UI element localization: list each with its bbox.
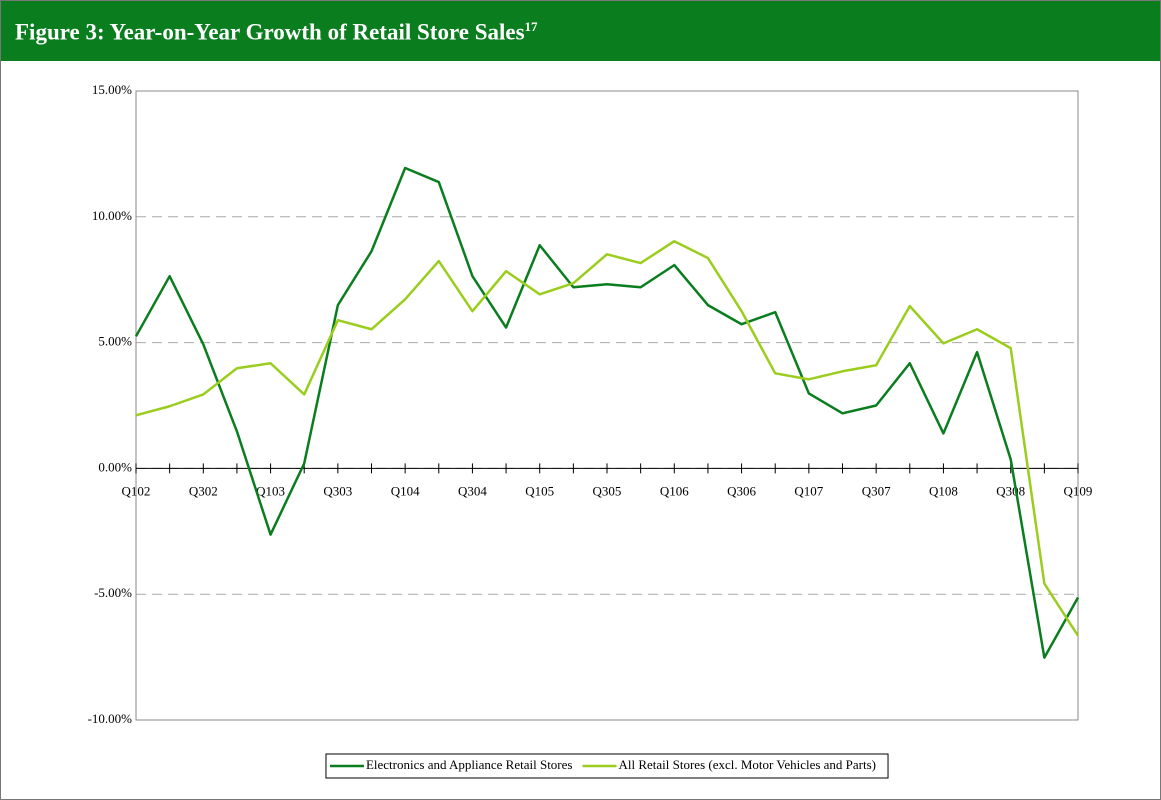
x-tick-label: Q102 (122, 483, 151, 498)
x-tick-label: Q106 (660, 483, 689, 498)
x-tick-label: Q105 (525, 483, 554, 498)
x-tick-label: Q305 (593, 483, 622, 498)
x-tick-label: Q308 (996, 483, 1025, 498)
x-tick-label: Q304 (458, 483, 487, 498)
x-tick-label: Q104 (391, 483, 420, 498)
x-tick-label: Q302 (189, 483, 218, 498)
x-tick-label: Q108 (929, 483, 958, 498)
x-tick-label: Q107 (794, 483, 823, 498)
y-tick-label: 5.00% (98, 334, 132, 349)
title-note: 17 (524, 19, 538, 34)
x-tick-label: Q306 (727, 483, 756, 498)
y-tick-label: 10.00% (92, 208, 132, 223)
x-tick-label: Q303 (323, 483, 352, 498)
y-tick-label: -5.00% (94, 585, 132, 600)
x-tick-label: Q109 (1064, 483, 1093, 498)
y-tick-label: 0.00% (98, 459, 132, 474)
legend: Electronics and Appliance Retail Stores A… (325, 753, 889, 779)
figure-title: Figure 3: Year-on-Year Growth of Retail … (15, 19, 538, 46)
y-tick-label: 15.00% (92, 82, 132, 97)
title-text: Figure 3: Year-on-Year Growth of Retail … (15, 19, 525, 45)
x-tick-label: Q307 (862, 483, 891, 498)
x-tick-label: Q103 (256, 483, 285, 498)
y-tick-label: -10.00% (88, 711, 133, 726)
series-line (134, 166, 1080, 659)
plot-frame (135, 90, 1079, 721)
legend-label: All Retail Stores (excl. Motor Vehicles … (618, 757, 876, 772)
legend-label: Electronics and Appliance Retail Stores (366, 757, 573, 772)
figure-header: Figure 3: Year-on-Year Growth of Retail … (1, 1, 1160, 61)
series-line (135, 239, 1080, 637)
